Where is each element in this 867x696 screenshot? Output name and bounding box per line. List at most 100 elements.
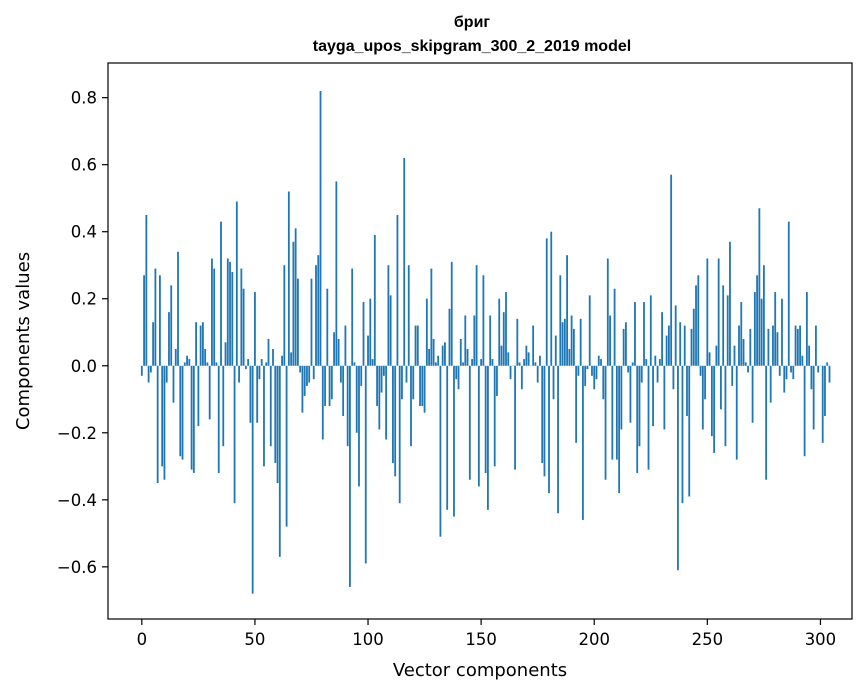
bar-137 xyxy=(450,261,453,366)
bar-238 xyxy=(679,322,682,366)
bar-130 xyxy=(434,362,437,366)
bar-40 xyxy=(231,271,234,366)
bar-203 xyxy=(600,359,602,366)
bar-259 xyxy=(726,295,729,366)
bar-6 xyxy=(154,268,157,366)
bar-261 xyxy=(731,365,734,386)
bar-224 xyxy=(647,365,650,470)
bar-8 xyxy=(159,275,161,366)
plot-frame xyxy=(107,62,853,620)
bar-21 xyxy=(188,359,191,366)
bar-304 xyxy=(828,365,831,383)
bar-106 xyxy=(380,365,383,393)
y-tick-label: −0.2 xyxy=(57,424,97,443)
bar-131 xyxy=(437,355,440,366)
bar-247 xyxy=(699,365,702,376)
bar-202 xyxy=(597,355,600,366)
bar-25 xyxy=(197,365,200,427)
bar-7 xyxy=(156,365,159,484)
bar-119 xyxy=(410,365,412,447)
bar-302 xyxy=(824,365,826,417)
x-tick-label: 100 xyxy=(352,630,384,649)
bar-108 xyxy=(385,365,388,440)
chart-subtitle: tayga_upos_skipgram_300_2_2019 model xyxy=(313,38,631,55)
bar-67 xyxy=(292,241,295,366)
bar-93 xyxy=(351,268,354,366)
y-tick-label: −0.6 xyxy=(57,558,97,577)
bar-201 xyxy=(595,365,598,380)
bar-11 xyxy=(165,365,168,383)
bar-10 xyxy=(163,365,166,480)
bar-47 xyxy=(247,359,250,366)
bar-170 xyxy=(525,345,528,366)
bar-287 xyxy=(790,365,792,373)
y-tick-label: 0.4 xyxy=(71,223,97,242)
bar-248 xyxy=(701,365,704,430)
bar-235 xyxy=(672,365,675,390)
bar-81 xyxy=(324,365,326,406)
bar-252 xyxy=(710,365,713,437)
bar-51 xyxy=(256,365,259,423)
bar-122 xyxy=(416,325,419,366)
bar-237 xyxy=(677,365,679,571)
bar-145 xyxy=(468,365,471,480)
bar-153 xyxy=(487,365,489,510)
bar-263 xyxy=(735,365,738,460)
bar-270 xyxy=(751,365,754,423)
bar-222 xyxy=(643,302,645,366)
bar-208 xyxy=(611,365,614,460)
bar-63 xyxy=(283,265,286,366)
bar-279 xyxy=(772,325,774,366)
bar-102 xyxy=(371,359,374,366)
bar-86 xyxy=(335,181,338,366)
bar-151 xyxy=(482,275,485,366)
bar-129 xyxy=(432,338,435,366)
bar-166 xyxy=(516,318,519,366)
bar-28 xyxy=(204,349,207,366)
bar-260 xyxy=(729,241,731,366)
bar-107 xyxy=(382,365,385,376)
y-tick-label: 0.6 xyxy=(71,156,97,175)
bar-57 xyxy=(269,365,272,447)
bar-280 xyxy=(774,292,777,366)
y-tick-label: 0.8 xyxy=(71,89,97,108)
bar-95 xyxy=(355,365,358,433)
bar-272 xyxy=(756,275,759,366)
bar-26 xyxy=(199,325,202,366)
bar-214 xyxy=(625,322,627,366)
bar-229 xyxy=(658,359,661,366)
bar-228 xyxy=(656,365,659,383)
bar-221 xyxy=(640,365,643,383)
y-axis-label: Components values xyxy=(13,252,34,430)
chart-title: бриг xyxy=(454,14,490,31)
bar-148 xyxy=(475,265,478,366)
bar-256 xyxy=(720,365,722,410)
bar-262 xyxy=(733,345,736,366)
bar-265 xyxy=(740,302,743,366)
bar-285 xyxy=(785,365,788,380)
bar-19 xyxy=(183,362,186,366)
bar-139 xyxy=(455,365,458,380)
bar-182 xyxy=(552,365,555,400)
bar-23 xyxy=(192,365,195,474)
x-tick-label: 300 xyxy=(805,630,837,649)
bar-165 xyxy=(514,365,516,470)
bar-5 xyxy=(152,322,155,366)
bar-167 xyxy=(518,362,521,366)
bar-98 xyxy=(362,302,365,366)
bar-209 xyxy=(613,288,616,366)
bar-284 xyxy=(783,365,786,393)
bar-294 xyxy=(805,292,808,366)
bar-3 xyxy=(147,365,150,383)
bar-113 xyxy=(396,214,399,366)
bar-163 xyxy=(509,365,512,380)
bar-41 xyxy=(233,365,236,504)
bar-289 xyxy=(794,325,797,366)
bar-55 xyxy=(265,362,268,366)
bar-71 xyxy=(301,365,304,413)
x-tick-label: 50 xyxy=(244,630,265,649)
x-tick-label: 150 xyxy=(465,630,497,649)
bar-1 xyxy=(143,275,145,366)
bar-15 xyxy=(174,349,177,366)
bar-218 xyxy=(634,302,636,366)
